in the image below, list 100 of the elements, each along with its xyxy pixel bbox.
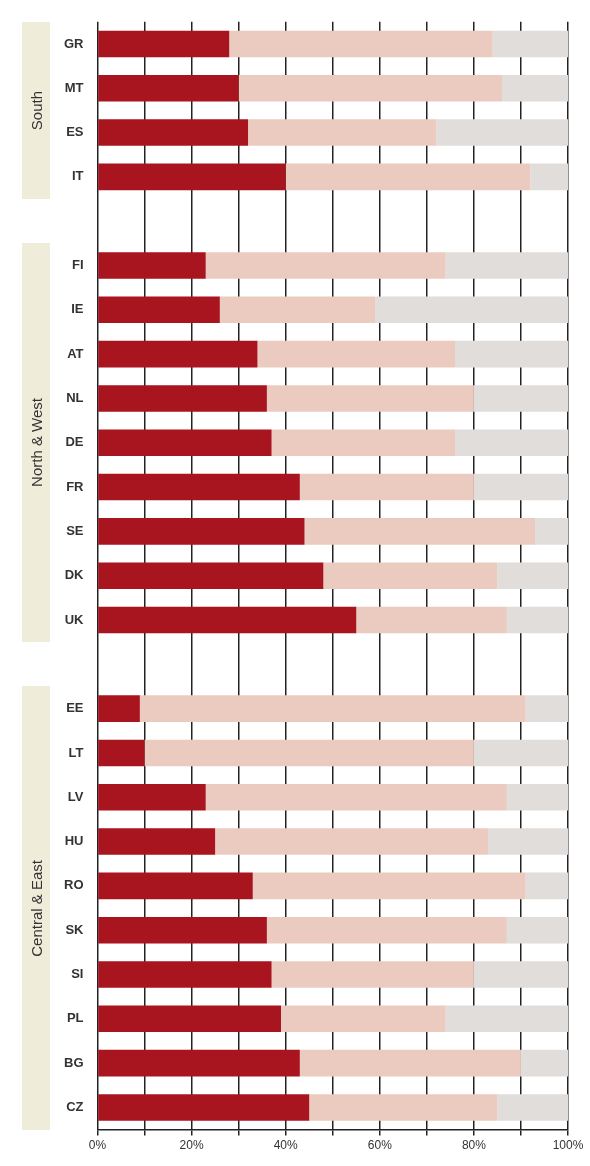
bar bbox=[525, 695, 568, 722]
bar bbox=[98, 163, 286, 191]
bar bbox=[497, 1094, 568, 1121]
group-panel: South bbox=[22, 21, 50, 200]
bar bbox=[98, 961, 272, 988]
x-tick-label: 40% bbox=[273, 1138, 299, 1153]
bar bbox=[98, 296, 220, 324]
bar bbox=[356, 606, 507, 634]
bar bbox=[98, 916, 267, 944]
bar bbox=[252, 872, 526, 900]
bar bbox=[98, 1094, 310, 1121]
bar bbox=[506, 783, 568, 811]
group-panel: North & West bbox=[22, 243, 50, 643]
bar bbox=[98, 606, 357, 634]
bar bbox=[98, 119, 249, 146]
bar bbox=[266, 916, 507, 944]
x-tick-label: 60% bbox=[367, 1138, 393, 1153]
y-tick-label: SI bbox=[71, 966, 84, 982]
bar bbox=[98, 30, 230, 58]
y-tick-label: SE bbox=[66, 522, 84, 538]
bar bbox=[445, 252, 568, 279]
bar bbox=[98, 739, 145, 767]
bar bbox=[309, 1094, 498, 1121]
bar bbox=[281, 1005, 446, 1033]
y-tick-label: LV bbox=[67, 788, 84, 804]
bar bbox=[271, 429, 456, 457]
x-tick-label: 100% bbox=[552, 1138, 584, 1153]
bar bbox=[375, 296, 568, 324]
bar bbox=[238, 74, 503, 102]
bar bbox=[455, 340, 568, 368]
bar bbox=[98, 872, 253, 900]
bar bbox=[525, 872, 568, 900]
x-tick-label: 80% bbox=[461, 1138, 487, 1153]
y-tick-label: RO bbox=[64, 877, 84, 893]
y-tick-label: FI bbox=[71, 257, 84, 273]
x-tick-label: 20% bbox=[179, 1138, 204, 1153]
bar bbox=[205, 252, 446, 279]
y-tick-label: HU bbox=[64, 833, 84, 849]
y-tick-label: NL bbox=[66, 390, 84, 406]
bar bbox=[299, 473, 474, 501]
bar bbox=[530, 163, 568, 191]
bar bbox=[535, 518, 568, 545]
bar bbox=[299, 1049, 521, 1077]
y-tick-label: SK bbox=[65, 921, 85, 937]
bar bbox=[219, 296, 376, 324]
bar bbox=[473, 739, 568, 767]
y-tick-label: CZ bbox=[66, 1099, 84, 1115]
bar bbox=[98, 473, 300, 501]
bar bbox=[506, 916, 568, 944]
y-tick-label: DE bbox=[65, 434, 84, 450]
bar bbox=[229, 30, 493, 58]
bar bbox=[266, 385, 474, 412]
bar bbox=[144, 739, 474, 767]
bar bbox=[98, 828, 216, 855]
bar bbox=[520, 1049, 568, 1077]
bar bbox=[98, 783, 206, 811]
bar bbox=[98, 562, 324, 589]
bar bbox=[98, 252, 206, 279]
bar bbox=[271, 961, 474, 988]
y-tick-label: AT bbox=[67, 345, 84, 361]
bar bbox=[215, 828, 489, 855]
bar bbox=[285, 163, 531, 191]
y-tick-label: UK bbox=[64, 611, 85, 627]
bar bbox=[98, 385, 267, 412]
y-tick-label: IT bbox=[71, 168, 84, 184]
bar bbox=[98, 518, 305, 545]
bar bbox=[98, 340, 258, 368]
y-tick-label: GR bbox=[64, 35, 85, 51]
y-tick-label: IE bbox=[71, 301, 84, 317]
bar bbox=[205, 783, 507, 811]
y-tick-label: FR bbox=[66, 478, 85, 494]
bar bbox=[248, 119, 437, 146]
y-tick-label: EE bbox=[66, 700, 84, 716]
y-tick-label: BG bbox=[64, 1054, 84, 1070]
bar bbox=[473, 961, 568, 988]
x-tick-label: 0% bbox=[88, 1138, 107, 1153]
bar bbox=[139, 695, 526, 722]
bar bbox=[436, 119, 568, 146]
y-tick-label: MT bbox=[64, 79, 84, 95]
bar bbox=[492, 30, 568, 58]
bar bbox=[473, 385, 568, 412]
bar bbox=[506, 606, 568, 634]
bar bbox=[98, 695, 140, 722]
bar bbox=[323, 562, 498, 589]
bar bbox=[98, 1049, 300, 1077]
bar bbox=[497, 562, 568, 589]
y-tick-label: LT bbox=[68, 744, 84, 760]
bar bbox=[473, 473, 568, 501]
bar bbox=[502, 74, 568, 102]
bar bbox=[98, 429, 272, 457]
bar bbox=[98, 74, 239, 102]
bar bbox=[98, 1005, 281, 1033]
y-tick-label: PL bbox=[66, 1010, 84, 1026]
y-tick-label: DK bbox=[64, 567, 85, 583]
y-tick-label: ES bbox=[66, 124, 84, 140]
bar bbox=[488, 828, 568, 855]
bar bbox=[257, 340, 456, 368]
bar bbox=[445, 1005, 568, 1033]
bar bbox=[304, 518, 536, 545]
bar bbox=[455, 429, 568, 457]
